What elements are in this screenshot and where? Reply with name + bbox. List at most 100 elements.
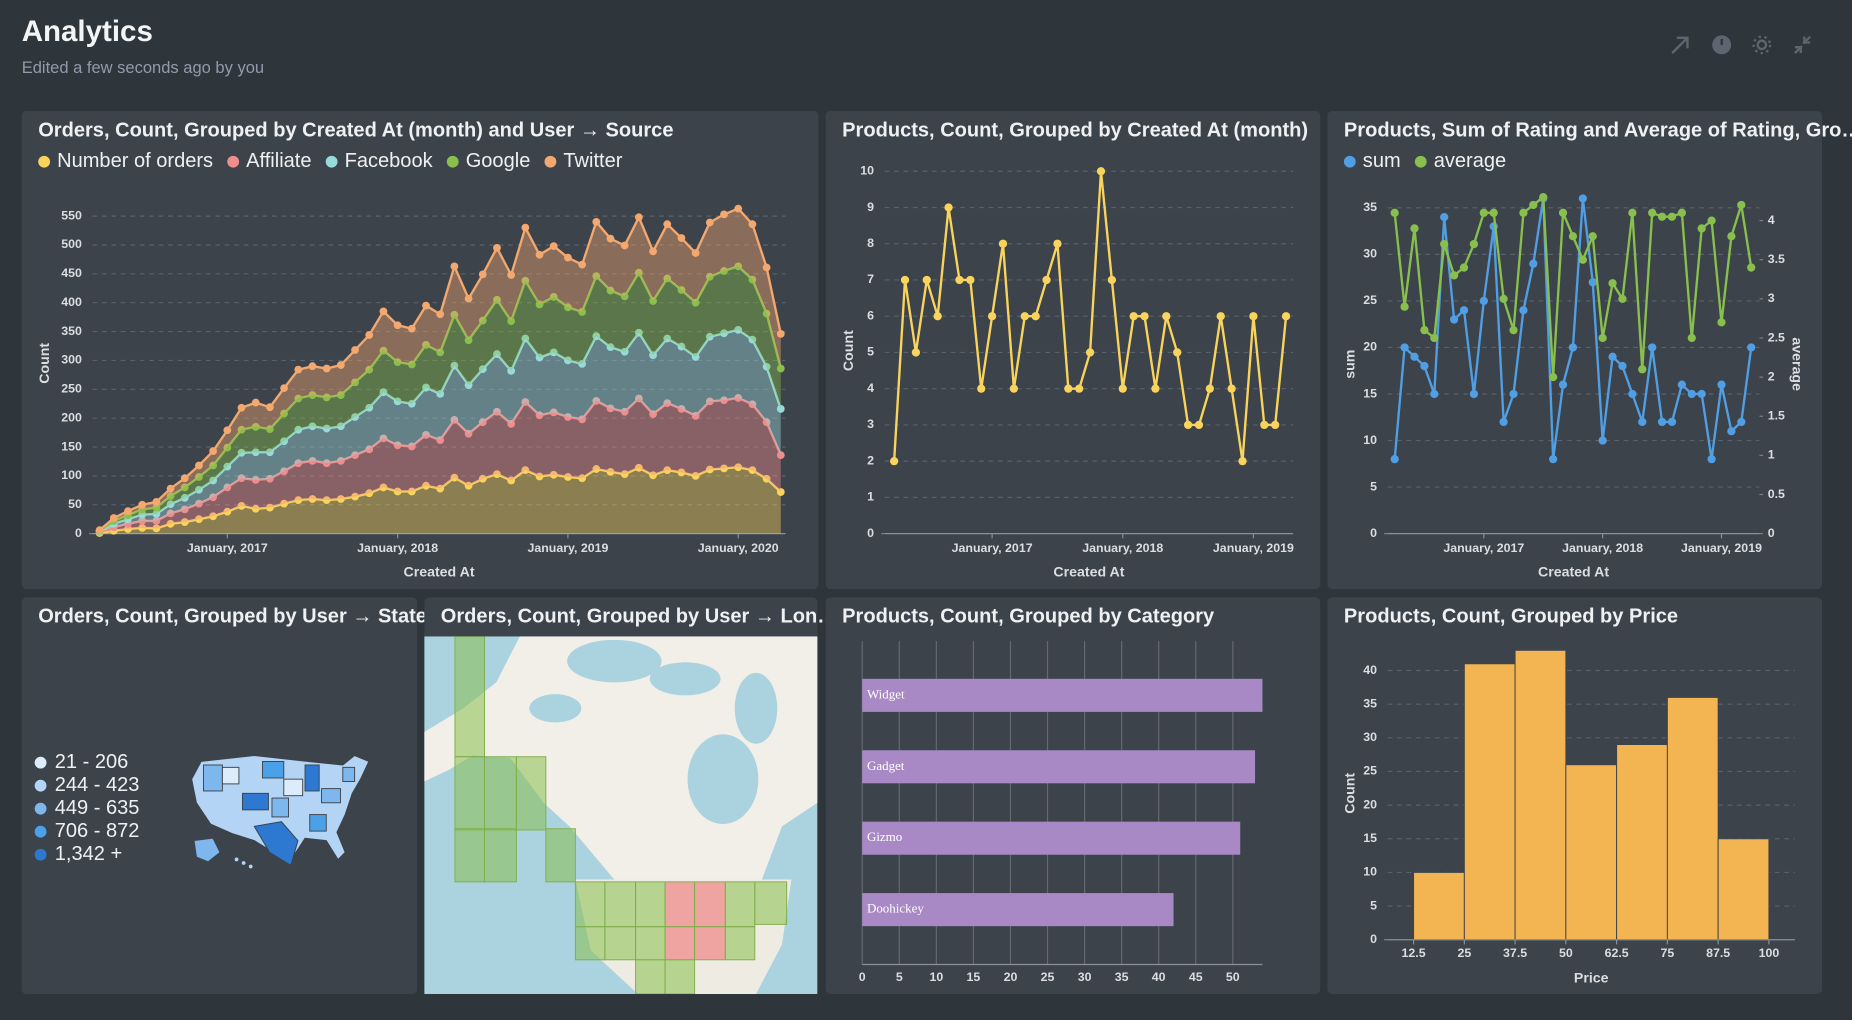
- x-tick-label: 75: [1660, 946, 1674, 960]
- point: [762, 362, 771, 371]
- point: [691, 471, 700, 480]
- point: [478, 316, 487, 325]
- fullscreen-icon[interactable]: [1794, 35, 1812, 54]
- grid-cell: [635, 926, 666, 961]
- share-icon[interactable]: [1671, 36, 1689, 54]
- card: [825, 110, 1321, 590]
- point: [422, 431, 430, 439]
- point: [351, 413, 359, 421]
- y-tick-label: 450: [61, 266, 82, 280]
- point: [351, 492, 359, 501]
- grid-cell: [545, 828, 576, 883]
- point: [251, 398, 260, 407]
- point: [677, 286, 686, 294]
- point: [691, 298, 700, 307]
- point: [1469, 239, 1479, 249]
- point: [776, 451, 785, 459]
- point: [365, 489, 374, 498]
- point: [1173, 348, 1182, 357]
- point: [251, 476, 260, 484]
- grid-cell: [604, 926, 637, 961]
- y-tick-label: 4: [867, 381, 874, 395]
- point: [336, 391, 345, 399]
- region: [283, 778, 304, 797]
- point: [365, 331, 374, 339]
- point: [294, 394, 303, 403]
- point: [1479, 296, 1488, 306]
- point: [138, 517, 147, 525]
- point: [1657, 212, 1667, 221]
- y-axis-label: Count: [1343, 773, 1359, 814]
- x-tick-label: 35: [1115, 970, 1129, 984]
- theme-icon[interactable]: [1752, 35, 1772, 55]
- point: [1588, 232, 1597, 241]
- point: [663, 274, 672, 283]
- grid-cell: [694, 926, 726, 961]
- bar: [1666, 696, 1719, 941]
- point: [493, 295, 501, 304]
- point: [379, 434, 388, 443]
- point: [251, 448, 260, 457]
- point: [223, 443, 232, 452]
- point: [955, 275, 964, 285]
- y2-tick-label: 2.5: [1768, 330, 1785, 344]
- area-fill: [99, 397, 781, 534]
- y-tick-label: 15: [1363, 831, 1377, 845]
- point: [762, 309, 771, 318]
- card-title: Orders, Count, Grouped by User → State: [38, 606, 427, 628]
- grid-cell: [664, 881, 696, 928]
- point: [280, 437, 288, 446]
- point: [734, 463, 743, 472]
- point: [1410, 224, 1419, 233]
- region: [262, 760, 285, 779]
- point: [691, 249, 700, 257]
- y-axis-label: Count: [37, 343, 53, 384]
- point: [564, 413, 572, 421]
- card-title: Products, Count, Grouped by Created At (…: [842, 119, 1308, 141]
- point: [266, 448, 274, 457]
- y-tick-label: 150: [61, 439, 82, 453]
- y-tick-label: 10: [1363, 433, 1377, 447]
- bar: [862, 678, 1263, 712]
- point: [166, 492, 175, 500]
- point: [336, 422, 345, 431]
- legend-dot: [1414, 155, 1427, 168]
- point: [1390, 208, 1399, 217]
- point: [634, 328, 643, 337]
- point: [620, 470, 629, 479]
- area-fill: [99, 329, 781, 532]
- point: [521, 398, 530, 406]
- point: [180, 493, 189, 502]
- point: [1162, 312, 1171, 321]
- x-tick-label: January, 2019: [1681, 541, 1762, 555]
- y-tick-label: 7: [867, 272, 874, 286]
- point: [889, 457, 899, 466]
- point: [1020, 312, 1029, 321]
- point: [1667, 417, 1677, 427]
- point: [1440, 212, 1449, 222]
- point: [436, 484, 445, 493]
- point: [1707, 216, 1716, 225]
- category-label: Doohickey: [867, 901, 924, 916]
- legend-dot: [544, 155, 557, 168]
- point: [677, 405, 686, 413]
- point: [166, 519, 175, 528]
- card-title: Orders, Count, Grouped by Created At (mo…: [38, 119, 673, 141]
- point: [592, 396, 601, 405]
- point: [422, 301, 430, 310]
- point: [393, 487, 402, 496]
- point: [166, 509, 175, 518]
- point: [308, 456, 317, 465]
- point: [578, 260, 587, 269]
- point: [436, 436, 445, 444]
- point: [195, 499, 203, 508]
- point: [720, 464, 728, 473]
- point: [237, 425, 246, 434]
- x-axis-label: Price: [1574, 970, 1609, 986]
- bar: [1717, 838, 1770, 941]
- point: [1140, 312, 1149, 321]
- point: [1440, 239, 1449, 249]
- auto-refresh-icon[interactable]: [1712, 35, 1732, 55]
- point: [620, 241, 629, 250]
- y2-tick-label: 0: [1768, 526, 1775, 540]
